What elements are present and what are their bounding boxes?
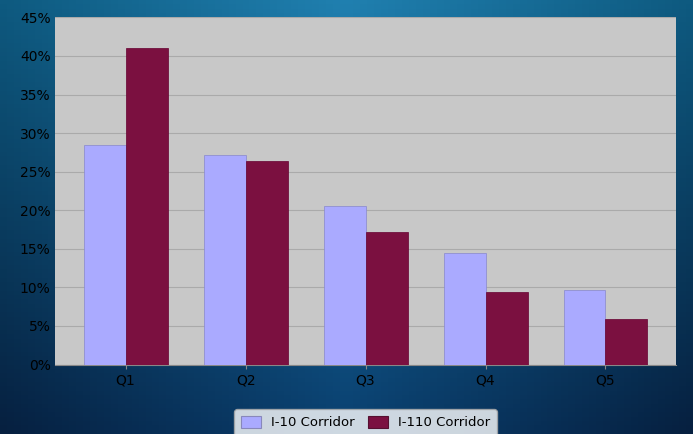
Bar	[366, 232, 407, 365]
Bar	[606, 319, 647, 365]
Bar	[245, 161, 288, 365]
Bar	[204, 155, 245, 365]
Bar	[563, 290, 606, 365]
Bar	[84, 145, 125, 365]
Bar	[486, 292, 527, 365]
Bar	[444, 253, 486, 365]
Bar	[125, 48, 168, 365]
Legend: I-10 Corridor, I-110 Corridor: I-10 Corridor, I-110 Corridor	[234, 409, 497, 434]
Bar	[324, 207, 366, 365]
